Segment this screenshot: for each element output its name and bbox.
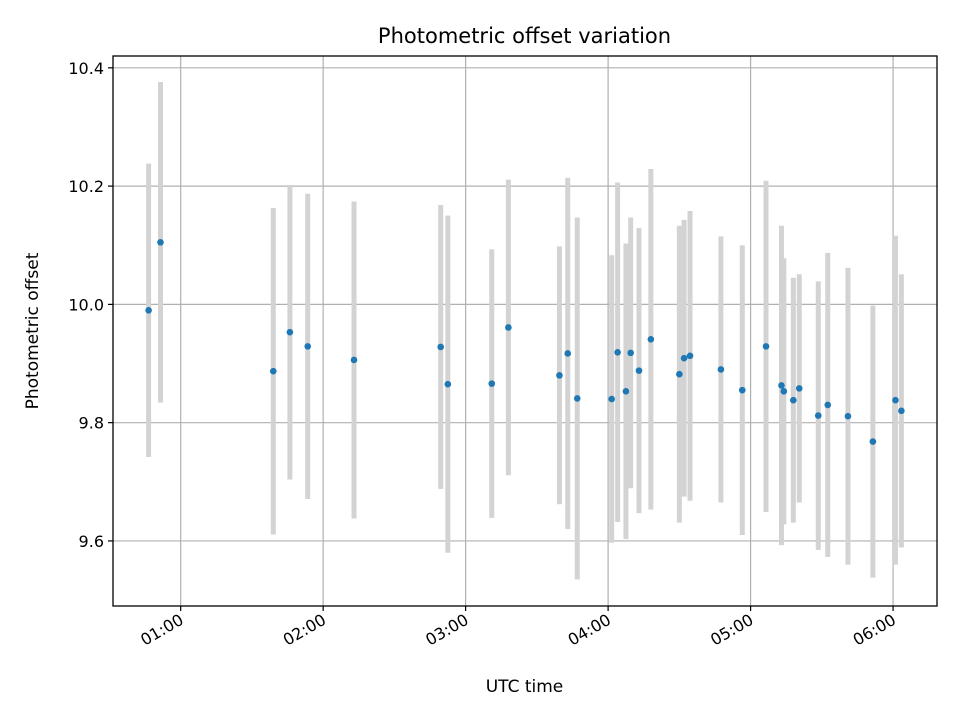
- data-points: [145, 238, 905, 445]
- data-point: [647, 335, 655, 343]
- y-tick-label: 10.4: [68, 59, 104, 78]
- data-point: [844, 412, 852, 420]
- data-point: [869, 438, 877, 445]
- data-point: [686, 352, 694, 360]
- data-point: [627, 349, 634, 357]
- data-point: [437, 343, 445, 351]
- data-point: [680, 354, 688, 362]
- x-tick-label: 04:00: [565, 610, 614, 650]
- grid: [113, 56, 937, 606]
- data-point: [350, 356, 358, 364]
- data-point: [824, 401, 832, 409]
- axis-ticks: 01:00 02:00 03:00 04:00 05:00 06:00 9.6 9.8 10.0…: [68, 59, 899, 650]
- data-point: [635, 367, 643, 374]
- y-tick-label: 10.0: [68, 295, 104, 314]
- error-bars: [146, 82, 904, 580]
- data-point: [304, 343, 312, 350]
- data-point: [505, 324, 512, 331]
- data-point: [738, 386, 746, 394]
- data-point: [573, 395, 581, 402]
- data-point: [556, 372, 563, 379]
- data-point: [898, 407, 905, 415]
- data-point: [608, 395, 615, 403]
- data-point: [614, 348, 621, 356]
- y-axis-label: Photometric offset: [23, 252, 43, 409]
- y-tick-label: 9.6: [79, 532, 104, 551]
- data-point: [145, 307, 152, 314]
- data-point: [780, 388, 788, 395]
- data-point: [488, 380, 496, 387]
- data-point: [269, 367, 277, 375]
- x-tick-label: 01:00: [137, 610, 186, 650]
- data-point: [564, 350, 572, 357]
- data-point: [622, 388, 630, 395]
- chart-title: Photometric offset variation: [378, 24, 671, 48]
- y-tick-label: 10.2: [68, 177, 104, 196]
- data-point: [717, 366, 725, 373]
- x-tick-label: 03:00: [422, 610, 471, 650]
- data-point: [795, 385, 803, 392]
- data-point: [790, 396, 797, 404]
- data-point: [676, 370, 683, 378]
- x-tick-label: 05:00: [707, 610, 756, 650]
- plot-frame: [112, 55, 938, 607]
- data-point: [814, 412, 822, 419]
- data-point: [286, 328, 294, 336]
- data-point: [762, 343, 770, 350]
- data-point: [157, 238, 164, 246]
- data-point: [892, 396, 899, 404]
- x-axis-label: UTC time: [486, 677, 564, 697]
- data-point: [444, 380, 452, 388]
- x-tick-label: 06:00: [850, 610, 899, 650]
- x-tick-label: 02:00: [280, 610, 329, 650]
- data-point: [778, 382, 785, 389]
- y-tick-label: 9.8: [79, 414, 104, 433]
